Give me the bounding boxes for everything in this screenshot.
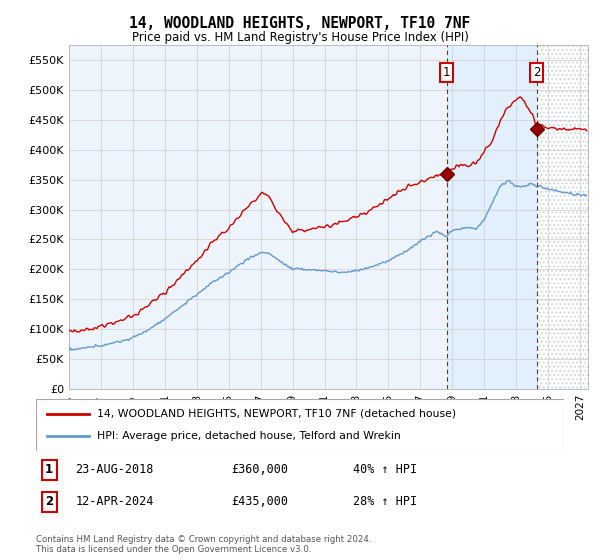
Text: 1: 1 [443,66,451,79]
Bar [536,45,588,389]
Text: 12-APR-2024: 12-APR-2024 [76,496,154,508]
Text: 2: 2 [533,66,541,79]
Text: 40% ↑ HPI: 40% ↑ HPI [353,463,417,476]
Text: 23-AUG-2018: 23-AUG-2018 [76,463,154,476]
Text: HPI: Average price, detached house, Telford and Wrekin: HPI: Average price, detached house, Telf… [97,431,400,441]
Text: £435,000: £435,000 [232,496,289,508]
Text: 14, WOODLAND HEIGHTS, NEWPORT, TF10 7NF: 14, WOODLAND HEIGHTS, NEWPORT, TF10 7NF [130,16,470,31]
Text: Price paid vs. HM Land Registry's House Price Index (HPI): Price paid vs. HM Land Registry's House … [131,31,469,44]
Text: 1: 1 [45,463,53,476]
Text: £360,000: £360,000 [232,463,289,476]
Text: 14, WOODLAND HEIGHTS, NEWPORT, TF10 7NF (detached house): 14, WOODLAND HEIGHTS, NEWPORT, TF10 7NF … [97,409,456,419]
Bar [446,45,536,389]
Text: Contains HM Land Registry data © Crown copyright and database right 2024.
This d: Contains HM Land Registry data © Crown c… [36,535,371,554]
Bar [536,45,588,389]
Text: 28% ↑ HPI: 28% ↑ HPI [353,496,417,508]
Text: 2: 2 [45,496,53,508]
FancyBboxPatch shape [36,399,564,451]
